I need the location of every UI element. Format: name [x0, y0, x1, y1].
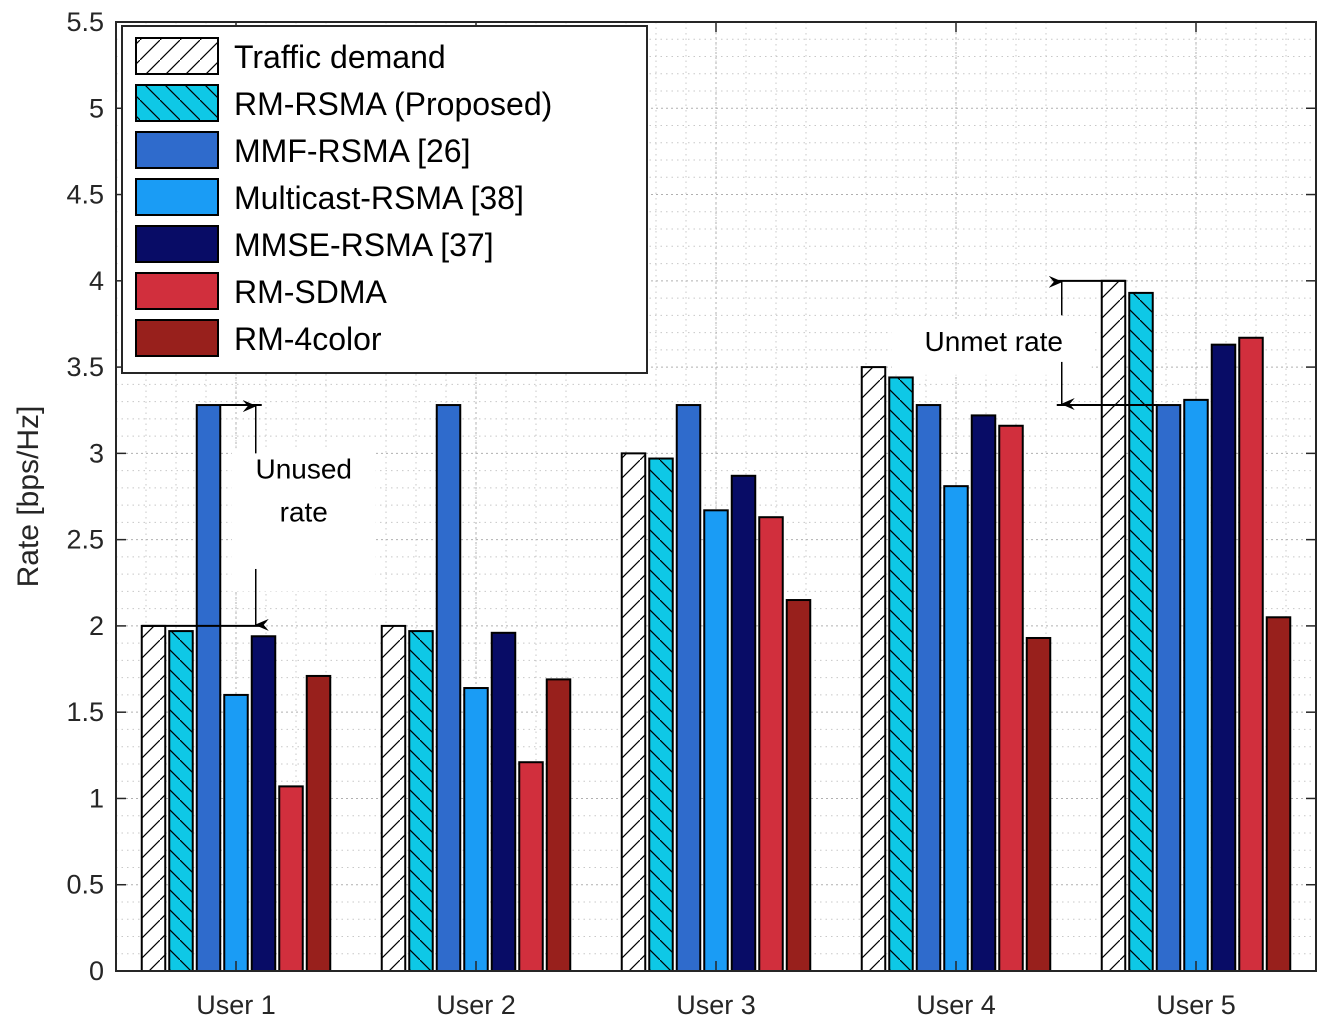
- bar: [223, 693, 249, 972]
- bar: [915, 404, 942, 972]
- bar: [278, 785, 304, 972]
- bar: [518, 761, 544, 972]
- legend-swatch: [135, 37, 219, 75]
- y-tick-label: 4: [89, 266, 104, 296]
- bar: [1100, 279, 1127, 972]
- legend-swatch: [135, 319, 219, 357]
- bar: [620, 452, 647, 972]
- bar: [140, 624, 167, 973]
- bar: [408, 630, 434, 972]
- annotations: Unused rate Unmet rate: [141, 275, 1159, 631]
- x-tick-label: User 2: [436, 990, 516, 1020]
- legend-label: MMSE-RSMA [37]: [234, 227, 494, 263]
- y-tick-label: 5.5: [66, 7, 104, 37]
- y-tick-label: 0: [89, 956, 104, 986]
- legend: Traffic demand RM-RSMA (Proposed) MMF-RSMA…: [121, 25, 648, 374]
- y-tick-label: 2: [89, 611, 104, 641]
- x-tick-label: User 5: [1156, 990, 1236, 1020]
- y-tick-label: 1: [89, 783, 104, 813]
- legend-swatch: [135, 178, 219, 216]
- annotation-label: Unmet rate: [925, 326, 1064, 357]
- y-tick-label: 2.5: [66, 525, 104, 555]
- legend-swatch: [135, 131, 219, 169]
- bar: [463, 687, 489, 972]
- legend-swatch: [135, 84, 219, 122]
- bar: [195, 404, 222, 972]
- legend-label: RM-4color: [234, 321, 382, 357]
- legend-label: Traffic demand: [234, 39, 446, 75]
- annotation-backdrop: [231, 448, 376, 592]
- bar: [888, 376, 914, 972]
- bar: [1025, 636, 1052, 972]
- bar: [970, 414, 997, 972]
- legend-swatch: [135, 225, 219, 263]
- bar: [1183, 398, 1209, 972]
- bar: [545, 678, 572, 972]
- legend-label: Multicast-RSMA [38]: [234, 180, 524, 216]
- bar: [305, 674, 332, 972]
- bar: [1210, 343, 1237, 973]
- bar: [648, 457, 674, 973]
- bar: [675, 404, 702, 972]
- legend-label: RM-RSMA (Proposed): [234, 86, 552, 122]
- bar: [943, 485, 969, 972]
- y-tick-label: 0.5: [66, 870, 104, 900]
- y-tick-label: 4.5: [66, 180, 104, 210]
- bar: [1155, 404, 1182, 972]
- bars: [140, 279, 1292, 973]
- bar: [168, 630, 194, 972]
- bar: [490, 631, 517, 972]
- y-tick-label: 3.5: [66, 352, 104, 382]
- y-tick-label: 5: [89, 93, 104, 123]
- annotation-label: Unused: [255, 454, 352, 485]
- bar: [998, 424, 1024, 973]
- axes: 0 0.5 1 1.5 2 2.5 3 3.5 4 4.5 5 5.5 User 1 User 2 User…: [12, 7, 1317, 1020]
- bar: [730, 474, 757, 972]
- annotation-backdrop: [891, 318, 1092, 375]
- x-tick-label: User 1: [196, 990, 276, 1020]
- bar: [1238, 336, 1264, 972]
- y-axis-title: Rate [bps/Hz]: [12, 406, 45, 588]
- bar: [703, 509, 729, 972]
- legend-label: RM-SDMA: [234, 274, 388, 310]
- annotation-label: rate: [280, 497, 328, 528]
- x-tick-label: User 4: [916, 990, 996, 1020]
- y-tick-label: 3: [89, 438, 104, 468]
- bar: [435, 404, 462, 972]
- bar: [785, 599, 812, 972]
- legend-swatch: [135, 272, 219, 310]
- legend-label: MMF-RSMA [26]: [234, 133, 470, 169]
- bar: [250, 635, 277, 973]
- x-tick-label: User 3: [676, 990, 756, 1020]
- bar: [758, 516, 784, 972]
- bar: [1128, 291, 1154, 972]
- y-tick-label: 1.5: [66, 697, 104, 727]
- bar: [860, 366, 887, 973]
- bar: [380, 624, 407, 973]
- bar: [1265, 616, 1292, 972]
